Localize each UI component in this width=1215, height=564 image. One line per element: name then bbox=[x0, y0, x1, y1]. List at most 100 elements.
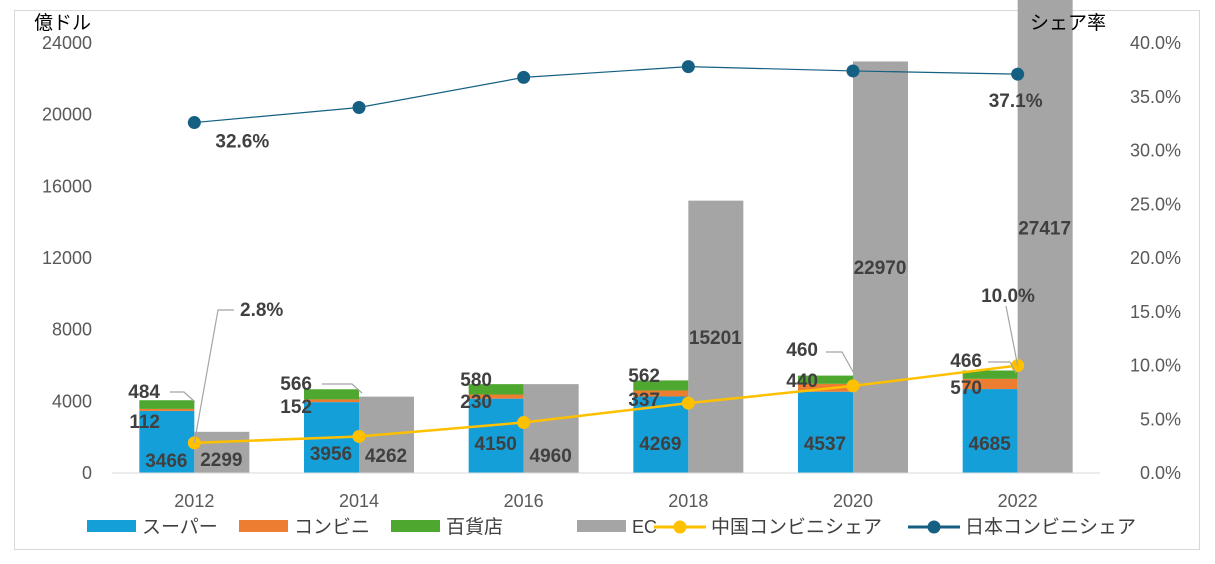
bar-ec bbox=[853, 61, 908, 474]
data-label-department-store: 466 bbox=[950, 351, 982, 372]
data-label-supermarket: 4269 bbox=[639, 434, 681, 455]
bar-百貨店 bbox=[962, 370, 1018, 379]
bar-コンビニ bbox=[139, 408, 195, 411]
data-label-china-share: 10.0% bbox=[981, 286, 1035, 307]
legend-label: 百貨店 bbox=[446, 516, 503, 538]
data-label-convenience: 440 bbox=[786, 371, 818, 392]
data-label-convenience: 337 bbox=[628, 390, 660, 411]
y-left-tick-label: 12000 bbox=[42, 248, 92, 268]
leader-line bbox=[988, 361, 1017, 374]
y-right-tick-label: 10.0% bbox=[1130, 356, 1181, 376]
marker-日本コンビニシェア bbox=[681, 60, 695, 74]
data-label-ec: 4960 bbox=[530, 446, 572, 467]
bar-ec bbox=[1017, 0, 1073, 474]
leader-line bbox=[170, 391, 196, 403]
legend-label: コンビニ bbox=[294, 516, 370, 538]
marker-日本コンビニシェア bbox=[846, 64, 860, 78]
legend-swatch-marker bbox=[673, 520, 687, 534]
y-right-axis-title: シェア率 bbox=[1030, 12, 1106, 34]
x-tick-label: 2014 bbox=[339, 491, 379, 511]
x-tick-label: 2020 bbox=[833, 491, 873, 511]
data-label-department-store: 580 bbox=[460, 370, 492, 391]
data-label-supermarket: 4537 bbox=[804, 434, 846, 455]
legend-swatch-marker bbox=[927, 520, 941, 534]
data-label-supermarket: 4150 bbox=[475, 434, 517, 455]
bar-百貨店 bbox=[798, 375, 853, 384]
data-label-convenience: 570 bbox=[950, 378, 982, 399]
y-left-tick-label: 20000 bbox=[42, 105, 92, 125]
data-label-ec: 27417 bbox=[1018, 218, 1071, 239]
marker-中国コンビニシェア bbox=[1011, 359, 1025, 372]
leader-line bbox=[193, 309, 234, 444]
bar-ec bbox=[688, 200, 744, 473]
x-tick-label: 2022 bbox=[998, 491, 1038, 511]
x-tick-label: 2016 bbox=[504, 491, 544, 511]
marker-中国コンビニシェア bbox=[352, 429, 366, 443]
legend-swatch bbox=[87, 520, 136, 532]
data-label-department-store: 484 bbox=[128, 382, 160, 403]
bar-百貨店 bbox=[633, 380, 689, 391]
y-right-tick-label: 5.0% bbox=[1140, 409, 1181, 429]
bar-ec bbox=[194, 431, 250, 473]
y-left-tick-label: 8000 bbox=[52, 320, 92, 340]
bar-スーパー bbox=[798, 391, 853, 473]
y-left-tick-label: 16000 bbox=[42, 176, 92, 196]
legend-label: 日本コンビニシェア bbox=[965, 516, 1136, 538]
bar-コンビニ bbox=[304, 399, 359, 403]
legend-label: 中国コンビニシェア bbox=[711, 516, 882, 538]
data-label-convenience: 152 bbox=[280, 397, 312, 418]
data-label-ec: 4262 bbox=[365, 446, 407, 467]
bar-コンビニ bbox=[468, 394, 524, 399]
data-label-convenience: 112 bbox=[129, 412, 160, 433]
bar-百貨店 bbox=[304, 389, 359, 400]
bar-スーパー bbox=[468, 398, 524, 473]
marker-中国コンビニシェア bbox=[681, 396, 695, 410]
y-right-tick-label: 35.0% bbox=[1130, 87, 1181, 107]
marker-日本コンビニシェア bbox=[517, 70, 531, 84]
data-label-department-store: 562 bbox=[628, 366, 660, 387]
legend-label: EC bbox=[632, 517, 657, 537]
legend-swatch bbox=[239, 520, 288, 532]
leader-line bbox=[322, 383, 363, 394]
data-label-ec: 15201 bbox=[689, 328, 742, 349]
legend-label: スーパー bbox=[142, 516, 218, 538]
data-label-department-store: 460 bbox=[786, 340, 818, 361]
bar-百貨店 bbox=[139, 400, 195, 409]
y-right-tick-label: 40.0% bbox=[1130, 33, 1181, 53]
y-right-tick-label: 30.0% bbox=[1130, 141, 1181, 161]
data-label-supermarket: 3466 bbox=[145, 451, 187, 472]
bar-コンビニ bbox=[633, 390, 689, 397]
y-left-tick-label: 24000 bbox=[42, 33, 92, 53]
y-right-tick-label: 15.0% bbox=[1130, 302, 1181, 322]
y-right-tick-label: 0.0% bbox=[1140, 463, 1181, 483]
data-label-supermarket: 4685 bbox=[969, 434, 1012, 455]
x-tick-label: 2018 bbox=[668, 491, 708, 511]
bar-スーパー bbox=[962, 389, 1018, 473]
data-label-convenience: 230 bbox=[460, 392, 492, 413]
marker-日本コンビニシェア bbox=[352, 101, 366, 114]
marker-中国コンビニシェア bbox=[517, 415, 531, 429]
marker-中国コンビニシェア bbox=[846, 379, 860, 393]
data-label-department-store: 566 bbox=[280, 374, 312, 395]
y-left-axis-title: 億ドル bbox=[34, 12, 91, 34]
data-label-ec: 2299 bbox=[200, 450, 242, 471]
bar-百貨店 bbox=[468, 384, 524, 395]
legend-swatch bbox=[391, 520, 440, 532]
y-left-tick-label: 0 bbox=[82, 463, 92, 483]
legend-swatch bbox=[577, 520, 626, 532]
y-right-tick-label: 25.0% bbox=[1130, 194, 1181, 214]
data-label-japan-share: 37.1% bbox=[989, 91, 1043, 112]
bar-ec bbox=[523, 384, 579, 473]
y-right-tick-label: 20.0% bbox=[1130, 248, 1181, 268]
y-left-tick-label: 4000 bbox=[52, 391, 92, 411]
marker-日本コンビニシェア bbox=[187, 116, 201, 130]
line-中国コンビニシェア bbox=[194, 364, 1018, 445]
data-label-japan-share: 32.6% bbox=[215, 132, 269, 153]
marker-日本コンビニシェア bbox=[1011, 67, 1025, 81]
x-tick-label: 2012 bbox=[174, 491, 214, 511]
line-日本コンビニシェア bbox=[194, 66, 1018, 124]
bar-スーパー bbox=[139, 410, 195, 473]
data-label-supermarket: 3956 bbox=[310, 444, 352, 465]
data-label-china-share: 2.8% bbox=[240, 300, 283, 321]
